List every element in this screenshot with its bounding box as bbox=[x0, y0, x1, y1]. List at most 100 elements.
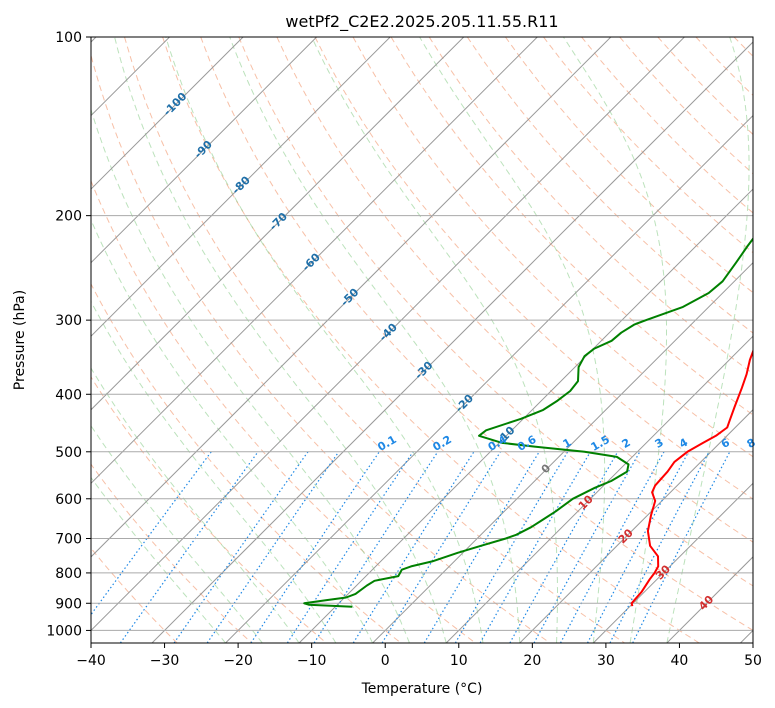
mixing-ratio-line bbox=[423, 451, 540, 643]
dry-adiabat bbox=[91, 53, 551, 643]
dewpoint-line bbox=[303, 237, 753, 608]
mixing-ratio-line bbox=[119, 451, 259, 643]
isotherm bbox=[371, 261, 753, 643]
dry-adiabat bbox=[91, 376, 328, 643]
moist-adiabat bbox=[114, 37, 447, 643]
isotherm bbox=[151, 41, 753, 643]
moist-adiabat bbox=[229, 37, 521, 643]
mixing-ratio-label: 0.6 bbox=[515, 433, 539, 454]
mixing-ratio-label: 3 bbox=[653, 436, 666, 451]
isotherm-label: 0 bbox=[539, 461, 554, 476]
moist-adiabat bbox=[91, 476, 226, 643]
chart-title: wetPf2_C2E2.2025.205.11.55.R11 bbox=[285, 12, 558, 32]
dry-adiabat bbox=[162, 37, 701, 643]
isotherm bbox=[91, 37, 391, 337]
mixing-ratio-label: 8 bbox=[745, 436, 758, 451]
y-tick-label: 900 bbox=[55, 596, 82, 612]
y-tick-label: 500 bbox=[55, 445, 82, 461]
dry-adiabat bbox=[238, 37, 753, 587]
y-tick-label: 200 bbox=[55, 209, 82, 225]
y-tick-label: 700 bbox=[55, 532, 82, 548]
x-tick-label: 20 bbox=[523, 653, 541, 669]
isotherm-label: -40 bbox=[377, 320, 400, 343]
temperature-line bbox=[630, 348, 753, 607]
moist-adiabat bbox=[165, 37, 484, 643]
isotherm bbox=[739, 629, 753, 643]
dry-adiabat bbox=[619, 37, 753, 175]
moist-adiabat bbox=[562, 37, 667, 643]
dry-adiabat bbox=[695, 37, 753, 96]
y-tick-label: 800 bbox=[55, 566, 82, 582]
mixing-ratio-line bbox=[91, 451, 212, 616]
dry-adiabat bbox=[276, 37, 753, 543]
dry-adiabat bbox=[91, 463, 253, 643]
x-tick-label: 0 bbox=[381, 653, 390, 669]
x-tick-label: −20 bbox=[223, 653, 253, 669]
y-tick-label: 300 bbox=[55, 313, 82, 329]
dry-adiabat bbox=[657, 37, 753, 136]
moist-adiabat bbox=[666, 37, 750, 643]
mixing-ratio-line bbox=[509, 451, 619, 643]
x-tick-label: −30 bbox=[150, 653, 180, 669]
isotherm-label: -60 bbox=[300, 250, 323, 273]
isotherm bbox=[445, 335, 753, 643]
moist-adiabat bbox=[311, 37, 558, 643]
mixing-ratio-line bbox=[533, 451, 641, 643]
isotherm bbox=[519, 409, 753, 643]
mixing-ratio-line bbox=[250, 451, 380, 643]
y-tick-label: 1000 bbox=[46, 623, 82, 639]
moist-adiabat bbox=[91, 218, 374, 643]
mixing-ratio-line bbox=[313, 451, 439, 643]
isotherm bbox=[298, 188, 753, 643]
dry-adiabat bbox=[352, 37, 753, 458]
mixing-ratio-label: 0.2 bbox=[431, 433, 454, 454]
y-axis-title: Pressure (hPa) bbox=[12, 290, 28, 390]
mixing-ratio-line bbox=[352, 451, 475, 643]
dry-adiabat bbox=[390, 37, 753, 416]
dry-adiabat bbox=[91, 282, 402, 643]
mixing-ratio-line bbox=[586, 451, 690, 643]
x-axis-title: Temperature (°C) bbox=[361, 681, 483, 697]
x-tick-label: −40 bbox=[76, 653, 106, 669]
isotherm-label: -80 bbox=[230, 173, 253, 196]
x-tick-label: −10 bbox=[297, 653, 327, 669]
dry-adiabat bbox=[314, 37, 753, 500]
dry-adiabat bbox=[200, 37, 753, 631]
mixing-ratio-line bbox=[206, 451, 340, 643]
mixing-ratio-label: 6 bbox=[719, 436, 732, 451]
mixing-ratio-line bbox=[286, 451, 414, 643]
isotherm bbox=[91, 37, 465, 411]
mixing-ratio-label: 4 bbox=[677, 436, 690, 451]
moist-adiabat bbox=[91, 108, 410, 643]
moist-adiabat bbox=[91, 424, 263, 643]
dry-adiabat bbox=[466, 37, 753, 334]
dry-adiabat bbox=[504, 37, 753, 294]
mixing-ratio-line bbox=[632, 451, 731, 643]
dry-adiabat bbox=[428, 37, 753, 375]
moist-adiabat bbox=[419, 37, 606, 643]
isotherm bbox=[91, 37, 612, 558]
isotherm bbox=[91, 37, 318, 264]
x-axis: −40 −30 −20 −10 0 10 20 30 40 50 bbox=[76, 643, 762, 669]
y-tick-label: 600 bbox=[55, 492, 82, 508]
mixing-ratio-line bbox=[173, 451, 309, 643]
profile-series bbox=[303, 237, 753, 608]
pressure-grid bbox=[91, 37, 753, 631]
x-tick-label: 50 bbox=[744, 653, 762, 669]
x-tick-label: 40 bbox=[671, 653, 689, 669]
isotherm bbox=[91, 37, 539, 485]
isotherm-label: -90 bbox=[192, 138, 215, 161]
mixing-ratio-label: 0.1 bbox=[375, 433, 398, 454]
x-tick-label: 30 bbox=[597, 653, 615, 669]
moist-adiabat bbox=[91, 367, 300, 643]
isotherm bbox=[91, 37, 686, 632]
plot-frame bbox=[90, 36, 754, 644]
isotherm bbox=[592, 482, 753, 643]
isotherm bbox=[224, 114, 753, 643]
isotherm bbox=[91, 37, 244, 190]
mixing-ratio-label: 1.5 bbox=[589, 433, 612, 454]
y-tick-label: 100 bbox=[55, 30, 82, 46]
mixing-ratio-line bbox=[559, 451, 665, 643]
line-labels: -100-90-80-70-60-50-40-30-20-10010203040… bbox=[161, 90, 758, 613]
